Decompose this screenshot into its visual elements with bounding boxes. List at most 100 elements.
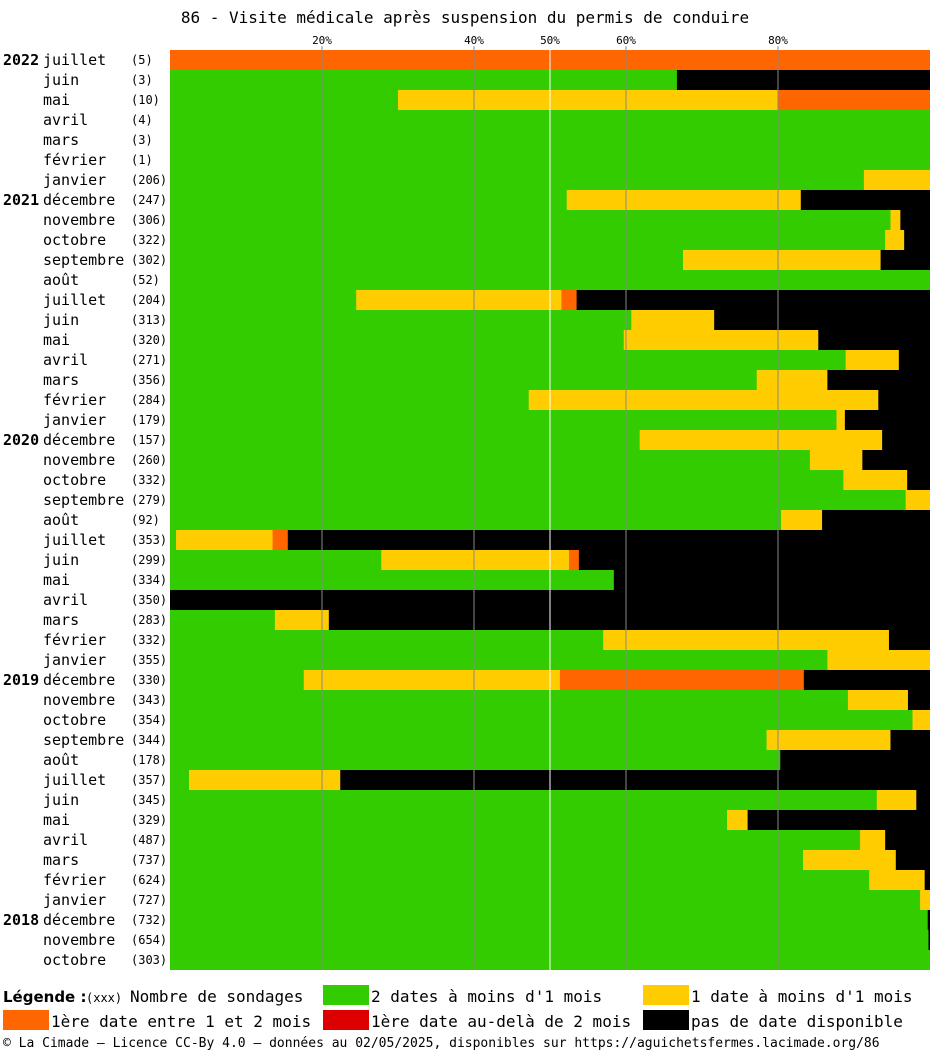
bar-segment-green [170, 530, 177, 550]
bar-segment-orange [272, 530, 289, 550]
row-count-label: (356) [131, 373, 167, 387]
bar-segment-green [170, 790, 878, 810]
bar-segment-green [170, 550, 382, 570]
row-count-label: (157) [131, 433, 167, 447]
bar-segment-black [907, 470, 930, 490]
row-count-label: (354) [131, 713, 167, 727]
bar-segment-green [170, 650, 828, 670]
row-month-label: mai [43, 331, 70, 349]
bar-segment-green [170, 890, 921, 910]
bar-segment-green [170, 510, 782, 530]
row-month-label: avril [43, 111, 88, 129]
bar-segment-black [818, 330, 930, 350]
x-tick-label: 20% [312, 34, 332, 47]
legend-label-black: pas de date disponible [691, 1012, 903, 1031]
legend-count-hint: (xxx) [86, 991, 123, 1005]
bar-segment-yellow [603, 630, 890, 650]
bar-segment-black [803, 670, 930, 690]
row-count-label: (1) [131, 153, 153, 167]
row-year-label: 2019 [3, 671, 39, 689]
bar-segment-orange [569, 550, 580, 570]
row-count-label: (654) [131, 933, 167, 947]
bar-segment-yellow [869, 870, 925, 890]
row-month-label: mars [43, 851, 79, 869]
row-year-label: 2018 [3, 911, 39, 929]
bar-segment-yellow [639, 430, 883, 450]
row-count-label: (320) [131, 333, 167, 347]
bar-segment-yellow [683, 250, 881, 270]
bar-segment-orange [559, 670, 805, 690]
row-count-label: (322) [131, 233, 167, 247]
chart-title: 86 - Visite médicale après suspension du… [180, 8, 750, 27]
bar-segment-black [576, 290, 930, 310]
row-month-label: juin [43, 71, 79, 89]
bar-segment-yellow [528, 390, 879, 410]
bar-segment-green [170, 690, 849, 710]
row-month-label: novembre [43, 451, 115, 469]
bar-segment-black [895, 850, 930, 870]
row-count-label: (344) [131, 733, 167, 747]
bar-segment-green [170, 210, 891, 230]
bar-segment-yellow [836, 410, 846, 430]
row-month-label: décembre [43, 911, 115, 929]
row-month-label: août [43, 751, 79, 769]
row-month-label: novembre [43, 211, 115, 229]
legend: Légende : (xxx) Nombre de sondages 2 dat… [0, 984, 930, 1034]
row-count-label: (487) [131, 833, 167, 847]
row-month-label: octobre [43, 951, 106, 969]
row-month-label: juillet [43, 291, 106, 309]
row-count-label: (3) [131, 73, 153, 87]
row-month-label: janvier [43, 411, 106, 429]
legend-label-yellow: 1 date à moins d'1 mois [691, 987, 913, 1006]
legend-title: Légende : [3, 988, 87, 1006]
legend-count-label: Nombre de sondages [130, 987, 304, 1006]
bar-segment-black [880, 250, 930, 270]
bar-segment-green [170, 390, 530, 410]
row-month-label: octobre [43, 711, 106, 729]
row-count-label: (4) [131, 113, 153, 127]
bar-segment-black [827, 370, 930, 390]
bar-segment-yellow [803, 850, 897, 870]
bar-segment-black [888, 630, 930, 650]
bar-segment-black [878, 390, 930, 410]
bar-segment-green [170, 330, 625, 350]
legend-swatch-red [323, 1010, 369, 1030]
row-month-label: février [43, 391, 106, 409]
row-count-label: (345) [131, 793, 167, 807]
row-month-label: octobre [43, 471, 106, 489]
row-month-label: février [43, 631, 106, 649]
bar-segment-black [328, 610, 930, 630]
bar-segment-green [170, 910, 929, 930]
bar-segment-green [170, 370, 758, 390]
row-count-label: (5) [131, 53, 153, 67]
bar-segment-black [928, 930, 930, 950]
row-count-label: (355) [131, 653, 167, 667]
bar-segment-black [613, 570, 930, 590]
bar-segment-green [170, 850, 804, 870]
row-count-label: (260) [131, 453, 167, 467]
row-count-label: (204) [131, 293, 167, 307]
bar-segment-green [170, 930, 929, 950]
row-count-label: (303) [131, 953, 167, 967]
bar-segment-black [676, 70, 930, 90]
bar-segment-green [170, 430, 640, 450]
legend-label-red: 1ère date au-delà de 2 mois [371, 1012, 632, 1031]
row-count-label: (206) [131, 173, 167, 187]
bar-segment-yellow [766, 730, 891, 750]
row-count-label: (283) [131, 613, 167, 627]
bar-segment-green [170, 810, 728, 830]
row-month-label: juin [43, 791, 79, 809]
bar-segment-green [170, 570, 615, 590]
bar-segment-black [907, 690, 930, 710]
row-month-label: octobre [43, 231, 106, 249]
row-month-label: mars [43, 611, 79, 629]
row-month-label: septembre [43, 731, 124, 749]
bar-segment-yellow [809, 450, 863, 470]
bar-segment-green [170, 750, 781, 770]
gridlines-layer [321, 46, 779, 970]
row-month-label: novembre [43, 691, 115, 709]
bar-segment-black [862, 450, 930, 470]
row-month-label: juillet [43, 771, 106, 789]
bar-segment-green [170, 870, 870, 890]
bar-segment-yellow [623, 330, 819, 350]
